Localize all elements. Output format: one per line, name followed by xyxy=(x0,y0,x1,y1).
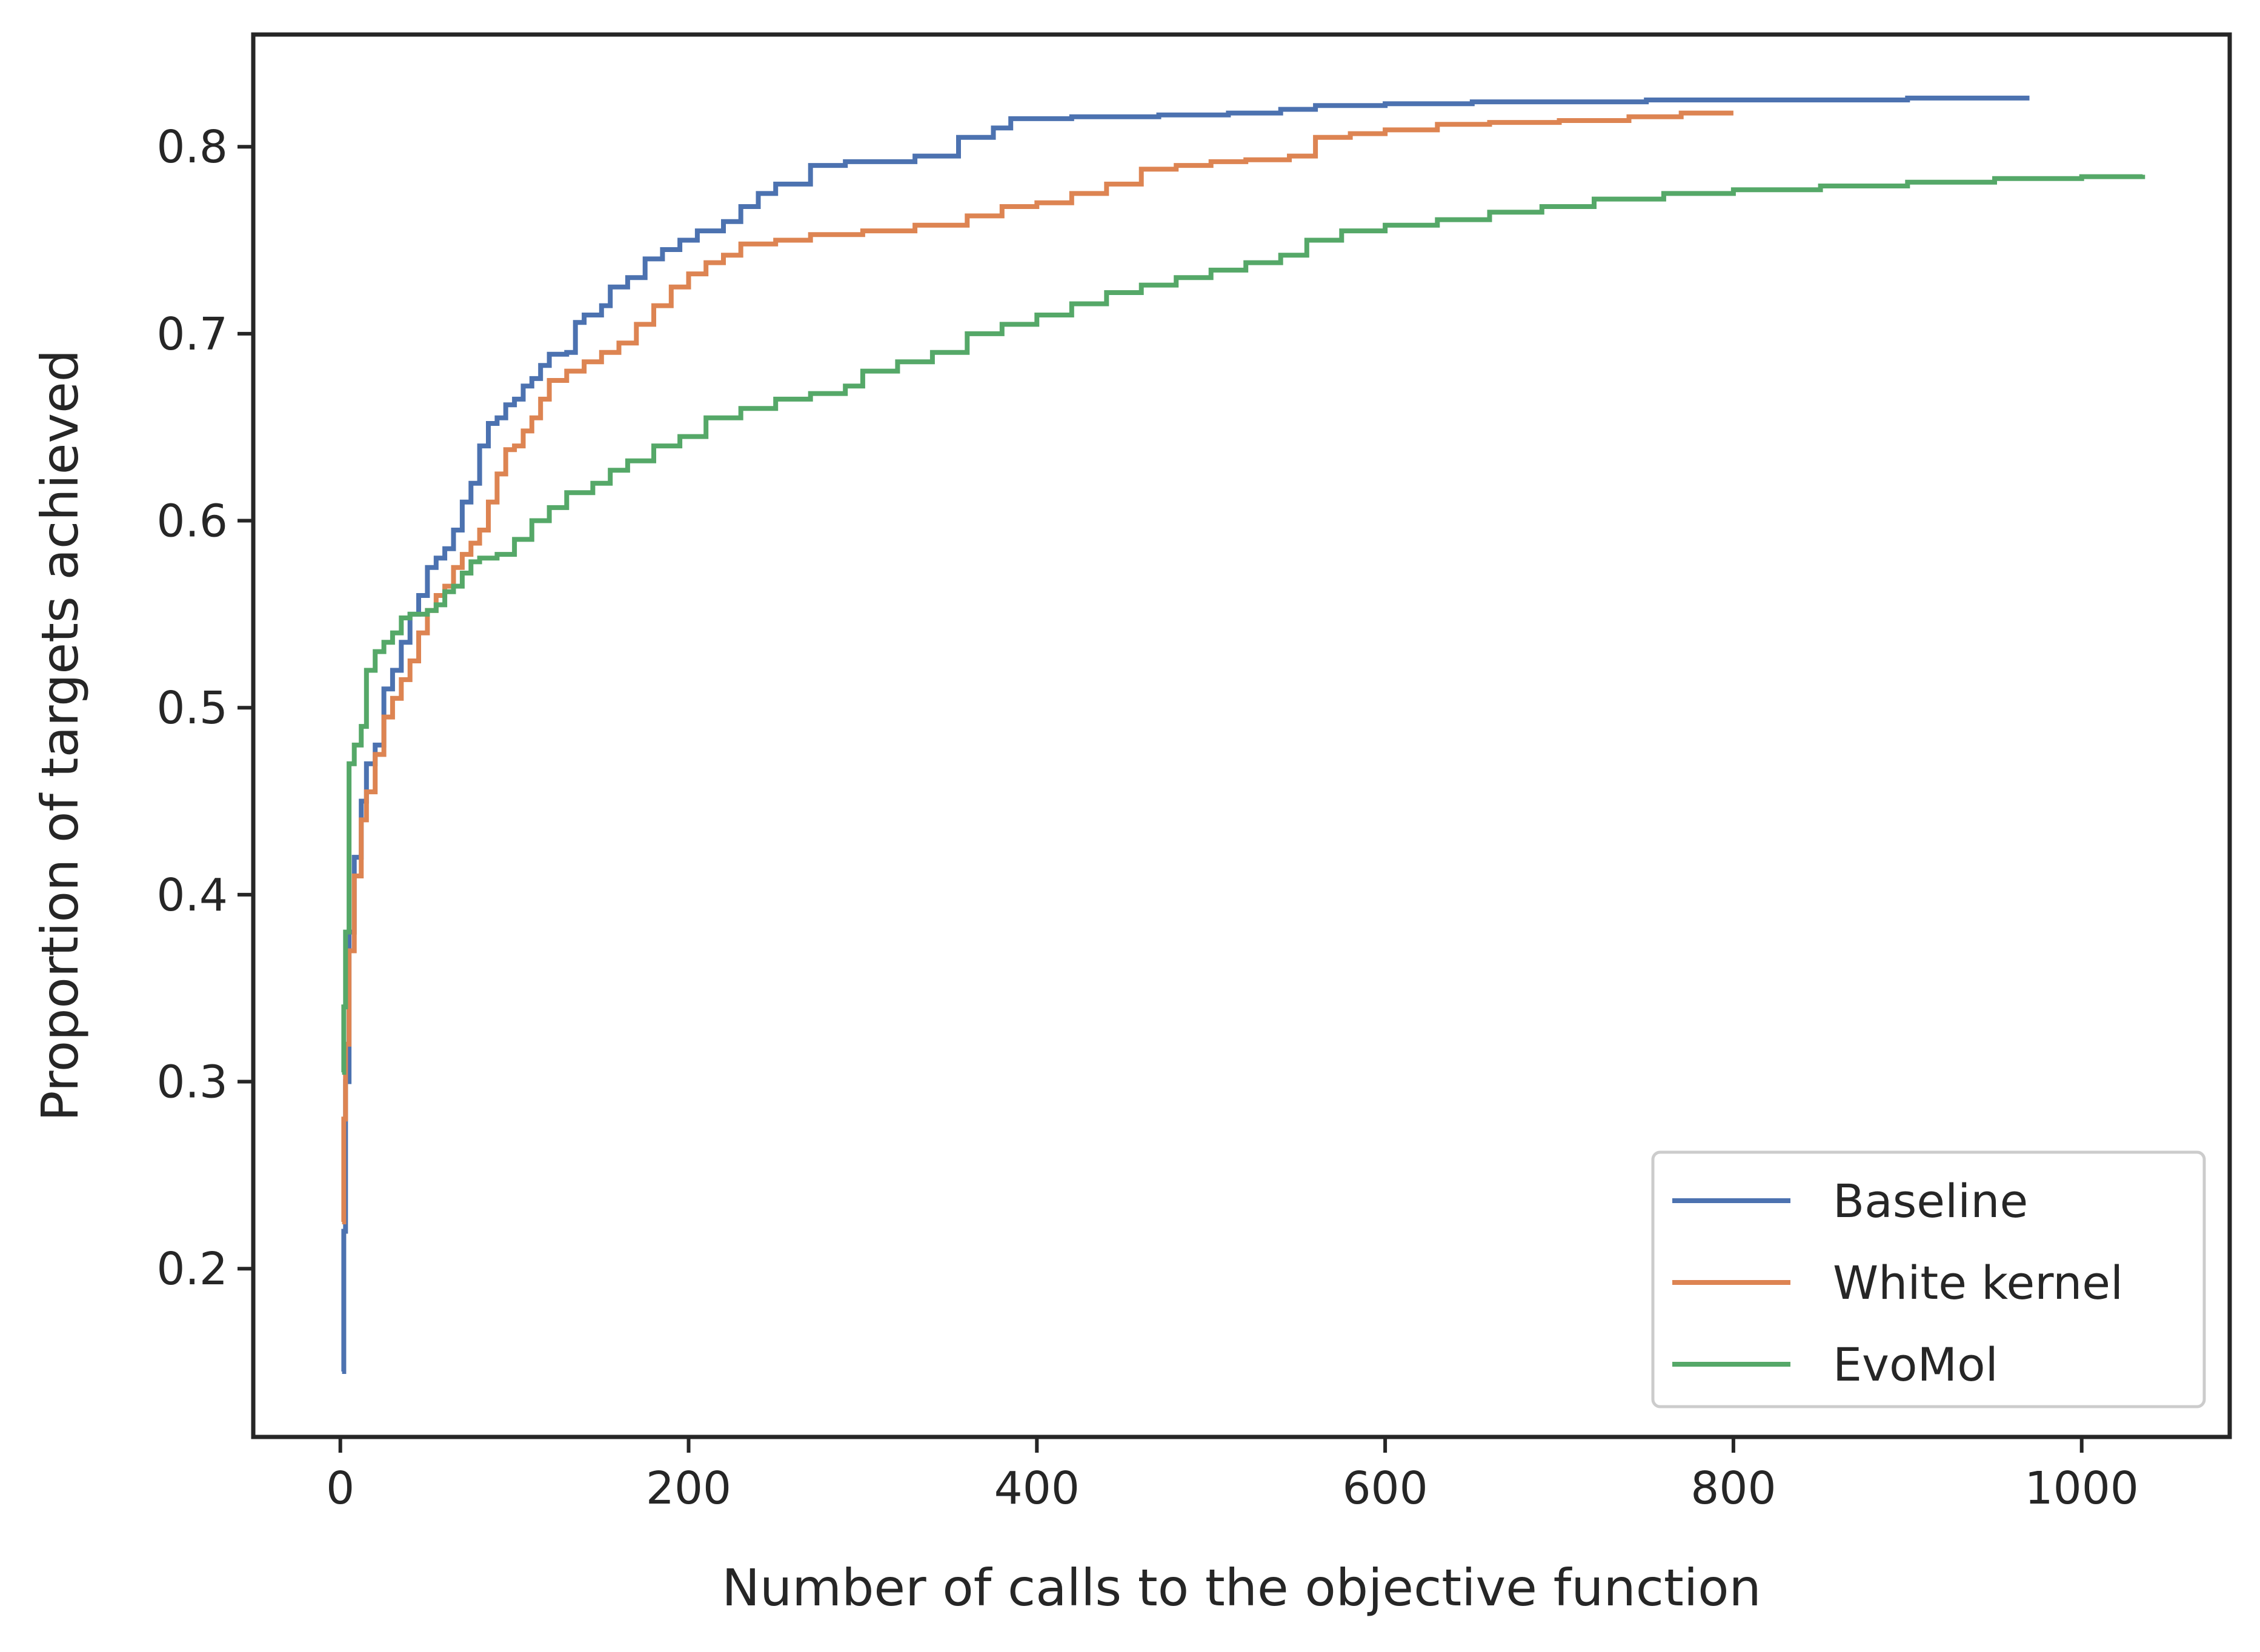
legend-label: White kernel xyxy=(1833,1256,2123,1310)
plot-frame xyxy=(251,32,2232,1439)
x-tick-label: 800 xyxy=(1690,1462,1776,1514)
legend-label: EvoMol xyxy=(1833,1338,1998,1392)
legend-label: Baseline xyxy=(1833,1174,2028,1228)
x-tick-label: 0 xyxy=(326,1462,354,1514)
x-tick-label: 200 xyxy=(646,1462,731,1514)
legend: Baseline White kernel EvoMol xyxy=(1651,1150,2206,1408)
x-axis-title: Number of calls to the objective functio… xyxy=(722,1558,1761,1617)
series-line-baseline xyxy=(341,95,2030,1374)
y-tick-label: 0.6 xyxy=(156,496,228,548)
legend-items: Baseline White kernel EvoMol xyxy=(1672,1174,2123,1392)
x-tick-label: 600 xyxy=(1342,1462,1427,1514)
y-tick-label: 0.5 xyxy=(156,682,228,734)
y-axis-title: Proportion of targets achieved xyxy=(30,350,90,1121)
legend-box xyxy=(1651,1150,2206,1408)
series-line-white-kernel xyxy=(341,110,1733,1224)
x-tick-label: 400 xyxy=(994,1462,1080,1514)
y-tick-label: 0.2 xyxy=(156,1243,228,1295)
x-axis: 0 200 400 600 800 1000 xyxy=(326,1437,2139,1514)
x-tick-label: 1000 xyxy=(2025,1462,2139,1514)
y-tick-label: 0.8 xyxy=(156,121,228,173)
y-tick-label: 0.3 xyxy=(156,1057,228,1109)
y-tick-label: 0.4 xyxy=(156,869,228,921)
series-line-evomol xyxy=(341,174,2145,1075)
y-tick-label: 0.7 xyxy=(156,308,228,360)
y-axis: 0.2 0.3 0.4 0.5 0.6 0.7 0.8 xyxy=(156,121,253,1295)
series-layer xyxy=(341,95,2145,1374)
